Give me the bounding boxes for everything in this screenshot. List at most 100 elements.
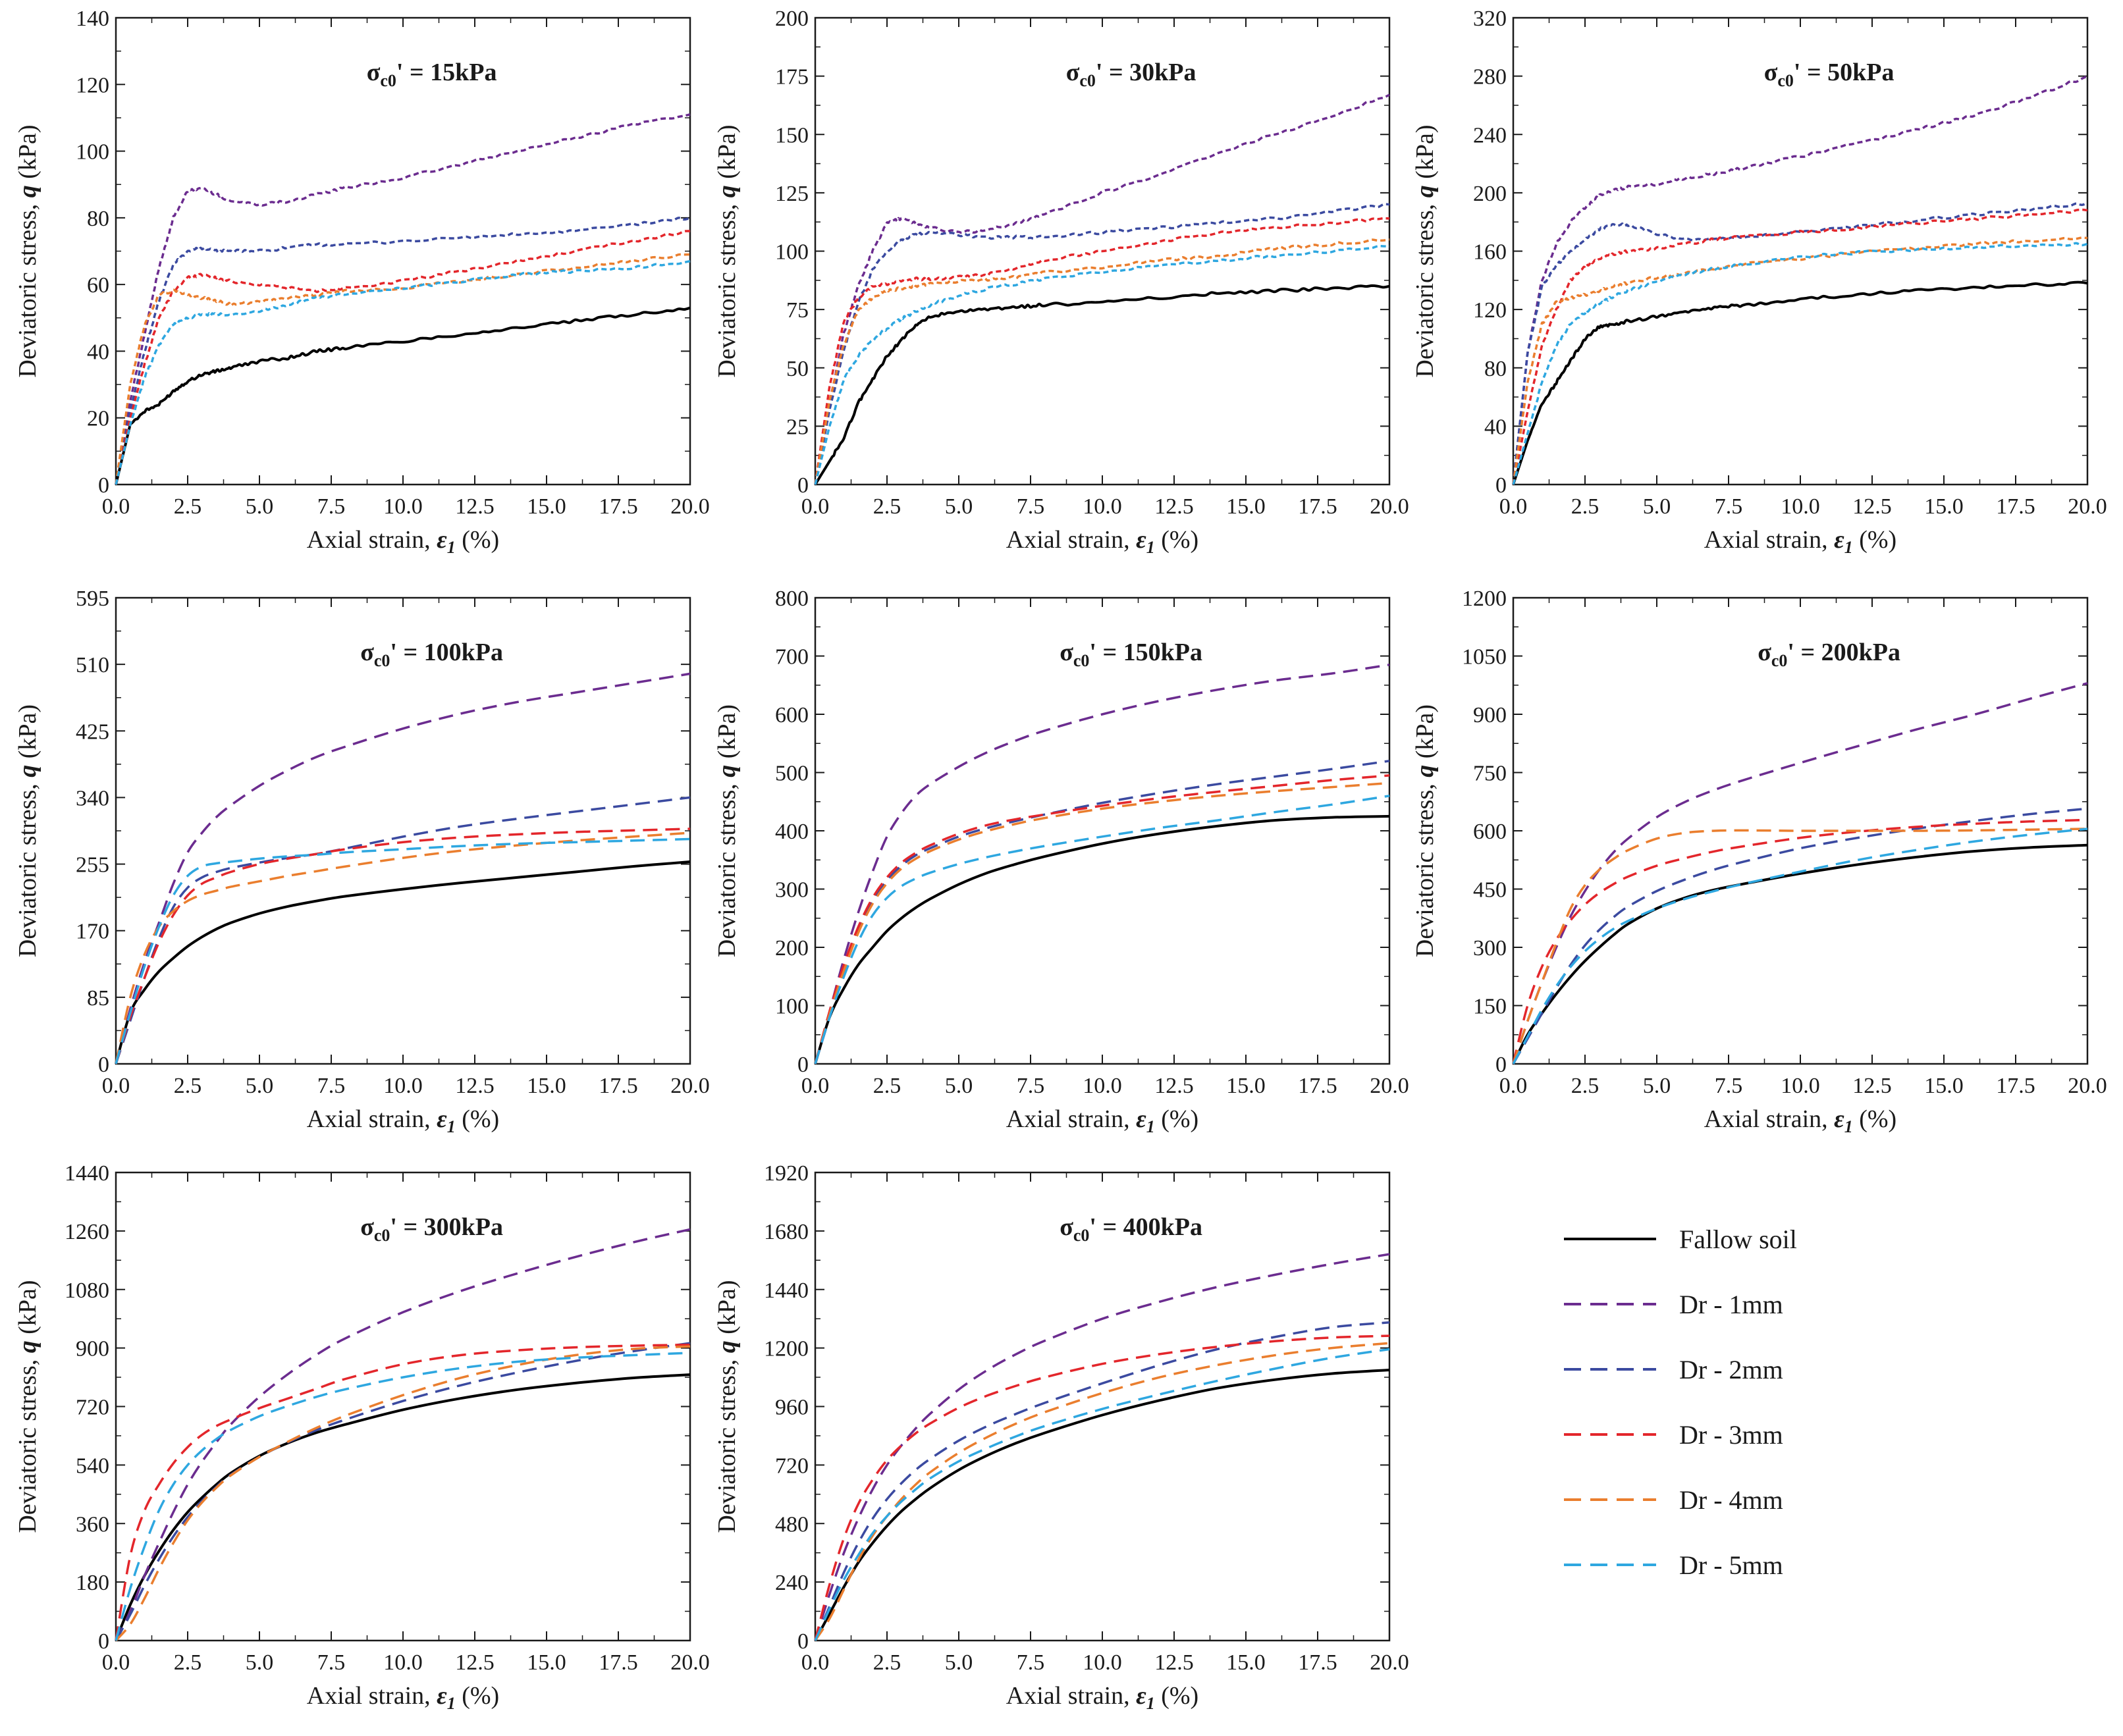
y-tick-label: 25	[786, 415, 809, 439]
y-tick-label: 700	[775, 645, 809, 670]
y-tick-label: 150	[775, 123, 809, 147]
x-tick-label: 5.0	[945, 494, 973, 519]
legend-label: Fallow soil	[1679, 1224, 1797, 1254]
y-tick-label: 200	[775, 7, 809, 31]
legend: Fallow soil Dr - 1mm Dr - 2mm Dr - 3mm Dr - …	[1564, 1224, 1797, 1580]
x-tick-label: 12.5	[1154, 1650, 1194, 1675]
x-tick-label: 0.0	[1499, 1074, 1528, 1098]
y-tick-label: 750	[1473, 762, 1507, 786]
y-tick-label: 960	[775, 1396, 809, 1420]
plot-frame	[814, 16, 1391, 486]
y-tick-label: 1050	[1462, 645, 1507, 670]
series-line-dr-3mm	[814, 774, 1390, 1065]
series-line-fallow-soil	[814, 1369, 1390, 1641]
x-tick-label: 15.0	[1924, 1074, 1964, 1098]
panel-8: 0.0 2.5 5.0 7.5 10.0 12.5 15.0 17.5 20.0 0 240 480 7…	[713, 1161, 1409, 1713]
series-line-dr-2mm	[814, 203, 1390, 485]
series-line-dr-1mm	[1512, 75, 2088, 485]
y-tick-label: 600	[1473, 820, 1507, 844]
legend-label: Dr - 3mm	[1679, 1420, 1783, 1450]
series-line-dr-5mm	[814, 244, 1390, 485]
x-tick-label: 7.5	[1715, 494, 1743, 519]
series-line-fallow-soil	[814, 814, 1390, 1065]
y-tick-label: 1200	[1462, 587, 1507, 611]
series-line-dr-2mm	[115, 1342, 691, 1641]
series-line-fallow-soil	[1512, 280, 2088, 485]
panel-title: σc0' = 200kPa	[1758, 639, 1900, 670]
x-tick-label: 2.5	[873, 1650, 901, 1675]
plot-frame	[1512, 596, 2089, 1065]
x-tick-label: 20.0	[2068, 1074, 2107, 1098]
x-axis-title: Axial strain, ε1 (%)	[1006, 1682, 1198, 1713]
y-tick-label: 125	[775, 182, 809, 206]
series-line-dr-1mm	[115, 672, 691, 1065]
legend-label: Dr - 1mm	[1679, 1290, 1783, 1319]
series-line-dr-4mm	[814, 1342, 1390, 1641]
series-line-dr-3mm	[814, 1334, 1390, 1641]
x-tick-label: 2.5	[174, 1074, 202, 1098]
x-tick-label: 5.0	[1643, 1074, 1671, 1098]
y-tick-label: 40	[87, 340, 109, 364]
y-tick-label: 140	[76, 7, 109, 31]
panel-3: 0.0 2.5 5.0 7.5 10.0 12.5 15.0 17.5 20.0 0 40 80 120…	[1411, 7, 2107, 557]
x-tick-label: 15.0	[527, 1650, 566, 1675]
x-tick-label: 2.5	[174, 1650, 202, 1675]
panel-title: σc0' = 50kPa	[1764, 59, 1895, 90]
plot-frame	[814, 1171, 1391, 1642]
series-line-dr-1mm	[1512, 682, 2088, 1065]
y-tick-label: 340	[76, 786, 109, 810]
x-tick-label: 12.5	[1154, 494, 1194, 519]
y-tick-label: 180	[76, 1571, 109, 1595]
x-tick-label: 17.5	[1298, 1074, 1337, 1098]
y-tick-label: 1440	[764, 1278, 809, 1303]
y-tick-label: 1080	[65, 1278, 109, 1303]
y-tick-label: 900	[1473, 703, 1507, 727]
x-tick-label: 17.5	[599, 494, 638, 519]
x-tick-label: 7.5	[317, 494, 346, 519]
y-tick-label: 300	[1473, 936, 1507, 960]
y-tick-label: 900	[76, 1337, 109, 1361]
x-tick-label: 15.0	[527, 1074, 566, 1098]
y-tick-label: 50	[786, 357, 809, 381]
x-axis-title: Axial strain, ε1 (%)	[1704, 526, 1896, 557]
y-tick-label: 100	[775, 995, 809, 1019]
x-axis-title: Axial strain, ε1 (%)	[1006, 526, 1198, 557]
y-tick-label: 480	[775, 1512, 809, 1537]
series-line-fallow-soil	[115, 1373, 691, 1641]
x-tick-label: 10.0	[383, 1650, 423, 1675]
panel-title: σc0' = 100kPa	[360, 639, 503, 670]
y-tick-label: 1920	[764, 1161, 809, 1186]
panel-6: 0.0 2.5 5.0 7.5 10.0 12.5 15.0 17.5 20.0 0 150 300 4…	[1411, 587, 2107, 1136]
x-tick-label: 0.0	[102, 494, 130, 519]
x-tick-label: 17.5	[599, 1650, 638, 1675]
y-axis-title: Deviatoric stress, q (kPa)	[1411, 704, 1439, 957]
x-tick-label: 5.0	[246, 1074, 274, 1098]
y-tick-label: 0	[797, 473, 809, 498]
x-tick-label: 20.0	[1370, 494, 1409, 519]
y-tick-label: 0	[1495, 473, 1507, 498]
y-tick-label: 120	[76, 73, 109, 97]
y-tick-label: 20	[87, 407, 109, 431]
series-line-dr-3mm	[115, 1343, 691, 1641]
series-line-dr-5mm	[814, 795, 1390, 1065]
x-tick-label: 7.5	[1017, 494, 1045, 519]
series-line-dr-3mm	[1512, 818, 2088, 1065]
x-tick-label: 2.5	[873, 1074, 901, 1098]
x-tick-label: 2.5	[1571, 1074, 1599, 1098]
y-tick-label: 1260	[65, 1220, 109, 1244]
x-axis-title: Axial strain, ε1 (%)	[1006, 1105, 1198, 1136]
series-line-dr-4mm	[115, 253, 691, 485]
series-line-dr-5mm	[115, 259, 691, 485]
x-tick-label: 0.0	[102, 1074, 130, 1098]
plot-frame	[115, 1171, 691, 1642]
plot-frame	[1512, 16, 2089, 486]
x-axis-title: Axial strain, ε1 (%)	[307, 1105, 499, 1136]
x-tick-label: 12.5	[1852, 1074, 1892, 1098]
y-tick-label: 0	[98, 1053, 109, 1077]
series-line-dr-1mm	[814, 1253, 1390, 1641]
x-tick-label: 10.0	[383, 494, 423, 519]
panel-title: σc0' = 15kPa	[367, 59, 497, 90]
y-tick-label: 150	[1473, 995, 1507, 1019]
y-axis-title: Deviatoric stress, q (kPa)	[14, 124, 41, 377]
y-tick-label: 320	[1473, 7, 1507, 31]
